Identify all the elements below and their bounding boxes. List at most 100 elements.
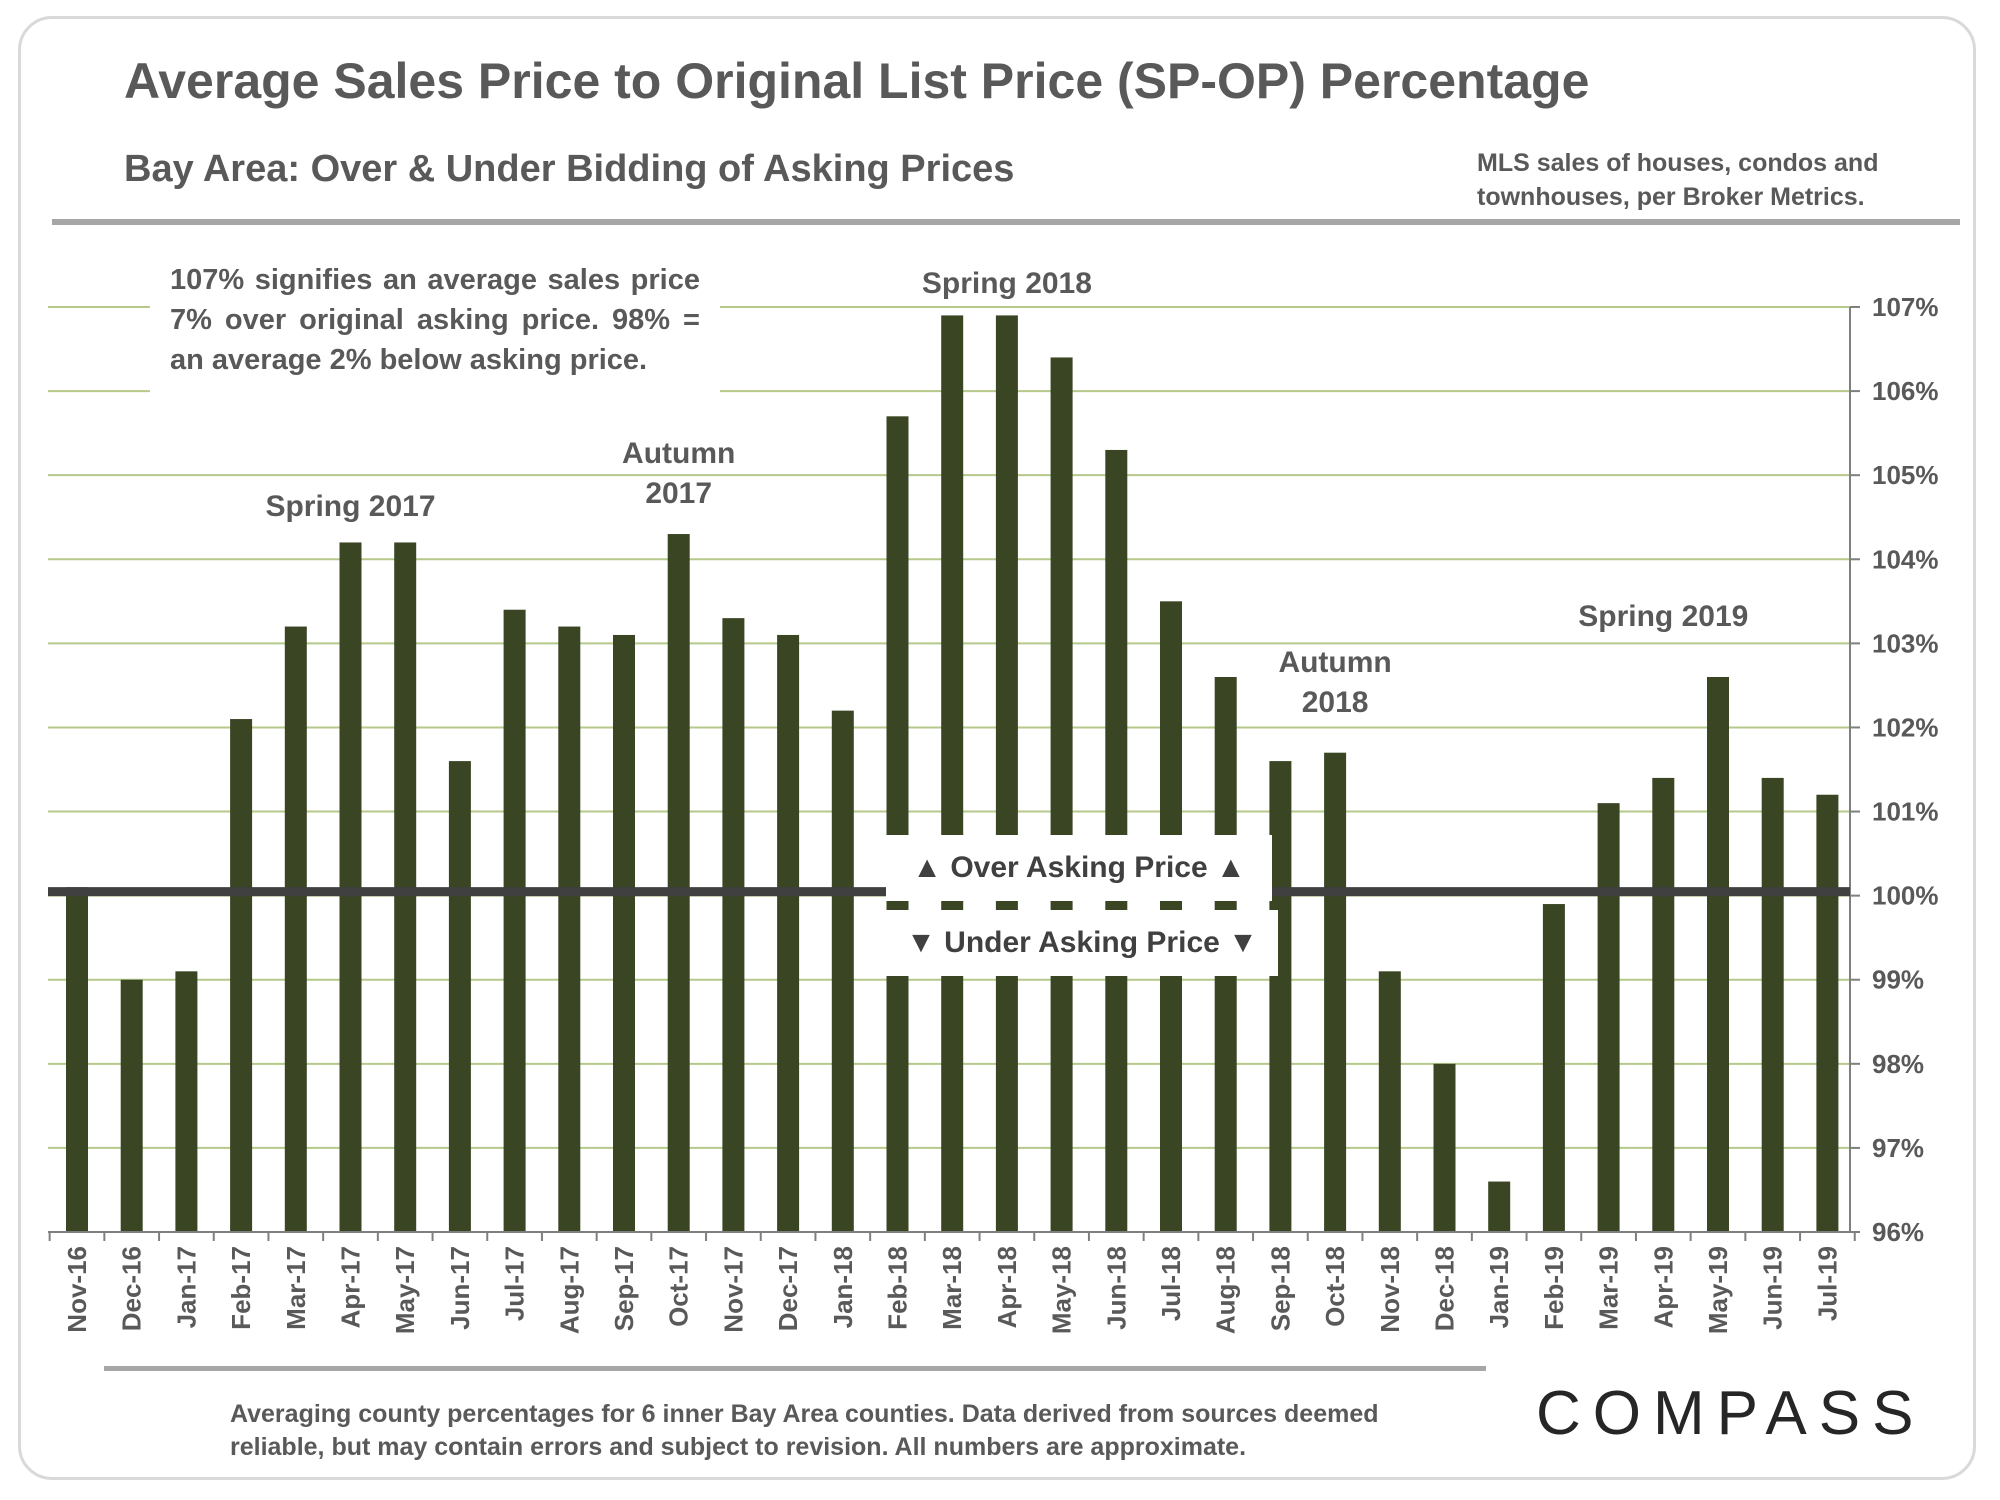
y-tick-label: 98% [1872,1049,1924,1079]
chart-subtitle: Bay Area: Over & Under Bidding of Asking… [124,148,1015,190]
x-tick-label: Dec-17 [773,1246,803,1331]
bar [1269,761,1292,1232]
bar [120,979,143,1232]
bar [1433,1063,1456,1232]
note-background [150,254,720,394]
bar [1761,777,1784,1232]
x-tick-label: Feb-19 [1539,1246,1569,1330]
x-tick-label: Nov-16 [62,1246,92,1333]
x-tick-label: Apr-19 [1648,1246,1678,1328]
bar [558,626,581,1232]
chart-title: Average Sales Price to Original List Pri… [124,53,1590,109]
annotations: Spring 2017 Autumn 2017 Spring 2018 Autumn 20… [265,267,1748,719]
x-tick-label: Mar-18 [937,1246,967,1330]
x-tick-label: Jun-19 [1758,1246,1788,1330]
bar [1378,971,1401,1232]
bar [886,416,909,1232]
x-tick-label: Feb-17 [226,1246,256,1330]
x-tick-label: Mar-17 [281,1246,311,1330]
bar [722,618,745,1232]
y-tick-label: 106% [1872,376,1939,406]
bar [941,315,964,1233]
x-tick-label: Oct-18 [1320,1246,1350,1327]
bar [667,534,690,1232]
compass-logo: COMPASS [1536,1379,1926,1448]
bar [1050,357,1073,1232]
y-tick-label: 100% [1872,881,1939,911]
bar [1324,752,1347,1232]
x-tick-label: May-18 [1047,1246,1077,1334]
annotation-label: 2018 [1302,686,1369,719]
x-tick-label: May-19 [1703,1246,1733,1334]
x-tick-label: Mar-19 [1594,1246,1624,1330]
x-tick-label: Feb-18 [883,1246,913,1330]
annotation-label: Spring 2019 [1578,600,1748,633]
x-tick-label: Nov-17 [718,1246,748,1333]
footnote: Averaging county percentages for 6 inner… [230,1398,1410,1464]
x-tick-label: Jun-17 [445,1246,475,1330]
y-tick-label: 96% [1872,1217,1924,1247]
y-tick-label: 104% [1872,544,1939,574]
x-tick-label: Jan-19 [1484,1246,1514,1328]
bar [230,719,253,1232]
y-tick-label: 101% [1872,797,1939,827]
bar [284,626,307,1232]
top-divider [52,219,1960,225]
x-tick-label: Sep-17 [609,1246,639,1331]
bar [1707,677,1729,1232]
x-tick-label: Dec-18 [1430,1246,1460,1331]
footnote-line1: Averaging county percentages for 6 inner… [230,1400,1379,1428]
x-tick-label: Jul-17 [500,1246,530,1321]
x-tick-label: Jan-17 [171,1246,201,1328]
x-tick-label: Apr-17 [336,1246,366,1328]
annotation-label: Autumn [1278,646,1391,679]
bar [613,634,635,1232]
bars [66,315,1839,1233]
bottom-divider [104,1366,1486,1371]
x-tick-label: Oct-17 [664,1246,694,1327]
source-note: MLS sales of houses, condos and townhous… [1477,146,1897,214]
source-note-line2: townhouses, per Broker Metrics. [1477,183,1865,211]
bar [1542,904,1565,1232]
bar [175,971,198,1232]
bar [995,315,1018,1233]
chart-frame [18,16,1976,1480]
footnote-line2: reliable, but may contain errors and sub… [230,1433,1247,1461]
x-tick-label: Aug-17 [554,1246,584,1334]
x-tick-label: Nov-18 [1375,1246,1405,1333]
y-tick-labels: 96% 97% 98% 99% 100% 101% 102% 103% 104% 105% 106%… [1872,292,1939,1247]
annotation-label: 2017 [645,477,712,510]
y-tick-label: 107% [1872,292,1939,322]
x-tick-label: Jan-18 [828,1246,858,1328]
bar [1816,794,1839,1232]
bar [66,887,88,1232]
y-tick-label: 105% [1872,460,1939,490]
x-tick-label: Sep-18 [1265,1246,1295,1331]
x-tick-label: Dec-16 [117,1246,147,1331]
x-tick-label: Jul-19 [1812,1246,1842,1321]
x-tick-label: Jul-18 [1156,1246,1186,1321]
bar [777,634,800,1232]
x-tick-label: Aug-18 [1211,1246,1241,1334]
bar [448,761,471,1232]
bar [1652,777,1675,1232]
bar [1488,1181,1511,1232]
y-tick-label: 97% [1872,1133,1924,1163]
annotation-label: Autumn [622,437,735,470]
y-tick-label: 103% [1872,628,1939,658]
x-tick-label: May-17 [390,1246,420,1334]
bar [503,609,526,1232]
explanation-note: 107% signifies an average sales price 7%… [170,264,700,376]
bar [1597,803,1620,1232]
x-tick-label: Jun-18 [1101,1246,1131,1330]
over-asking-label: ▲ Over Asking Price ▲ [886,835,1272,901]
y-tick-label: 102% [1872,712,1939,742]
source-note-line1: MLS sales of houses, condos and [1477,149,1879,177]
under-asking-label: ▼ Under Asking Price ▼ [886,910,1278,976]
y-tick-label: 99% [1872,965,1924,995]
bar [831,710,854,1232]
annotation-label: Spring 2017 [265,490,435,523]
x-tick-labels: Nov-16 Dec-16 Jan-17 Feb-17 Mar-17 Apr-17 May-… [62,1246,1842,1334]
annotation-label: Spring 2018 [922,267,1092,300]
